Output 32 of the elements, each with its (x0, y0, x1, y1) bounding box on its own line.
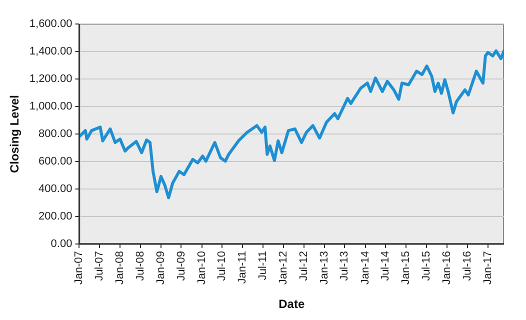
y-tick-label: 0.00 (50, 238, 72, 250)
y-tick-label: 1,400.00 (29, 46, 72, 58)
x-tick-label: Jul-15 (420, 250, 432, 281)
x-tick-label: Jul-07 (94, 250, 106, 281)
x-tick-label: Jul-16 (461, 250, 474, 281)
x-tick-label: Jan-07 (73, 250, 86, 285)
x-tick-label: Jul-08 (134, 250, 146, 281)
x-tick-label: Jul-09 (175, 250, 188, 281)
x-tick-label: Jan-12 (278, 250, 290, 285)
x-axis-title: Date (278, 297, 305, 312)
y-tick-label: 400.00 (38, 183, 72, 196)
x-tick-label: Jan-11 (236, 250, 249, 284)
x-tick-label: Jul-12 (298, 250, 310, 281)
y-tick-label: 800.00 (38, 128, 72, 140)
x-tick-label: Jan-16 (440, 250, 453, 285)
x-tick-label: Jan-17 (482, 250, 494, 285)
x-tick-label: Jan-15 (400, 250, 412, 285)
x-tick-label: Jan-13 (318, 250, 330, 285)
y-tick-label: 1,200.00 (29, 73, 72, 86)
y-tick-label: 600.00 (38, 156, 72, 168)
x-tick-label: Jan-14 (359, 250, 372, 285)
x-tick-label: Jan-08 (114, 250, 126, 285)
y-axis-title: Closing Level (8, 94, 22, 173)
y-tick-label: 200.00 (38, 210, 72, 222)
x-tick-label: Jul-14 (380, 250, 392, 281)
x-tick-label: Jan-09 (155, 250, 168, 285)
y-tick-label: 1,000.00 (29, 100, 72, 113)
x-tick-label: Jul-10 (216, 250, 228, 281)
x-tick-label: Jul-13 (338, 250, 351, 281)
x-tick-label: Jul-11 (256, 250, 269, 280)
y-tick-label: 1,600.00 (29, 18, 72, 30)
x-tick-label: Jan-10 (196, 250, 208, 285)
